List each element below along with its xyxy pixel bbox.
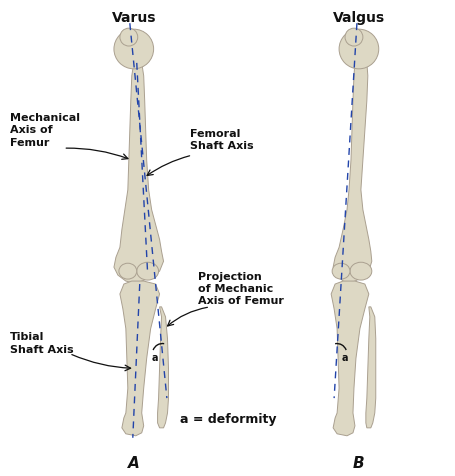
Text: A: A — [127, 456, 139, 471]
Text: Projection
of Mechanic
Axis of Femur: Projection of Mechanic Axis of Femur — [198, 272, 283, 307]
Text: a: a — [341, 353, 347, 363]
Circle shape — [339, 29, 378, 69]
Text: B: B — [352, 456, 364, 471]
Text: a = deformity: a = deformity — [179, 413, 276, 426]
Text: a: a — [151, 353, 157, 363]
Text: Varus: Varus — [111, 11, 156, 25]
Ellipse shape — [136, 262, 158, 280]
Circle shape — [114, 29, 153, 69]
Polygon shape — [330, 281, 368, 436]
Polygon shape — [157, 307, 168, 428]
Circle shape — [120, 28, 137, 46]
Polygon shape — [114, 63, 163, 283]
Ellipse shape — [331, 263, 349, 279]
Polygon shape — [365, 307, 375, 428]
Circle shape — [344, 28, 362, 46]
Ellipse shape — [349, 262, 371, 280]
Ellipse shape — [119, 263, 136, 279]
Polygon shape — [333, 63, 371, 283]
Text: Valgus: Valgus — [332, 11, 384, 25]
Text: Tibial
Shaft Axis: Tibial Shaft Axis — [10, 332, 73, 355]
Polygon shape — [120, 281, 159, 436]
Text: Mechanical
Axis of
Femur: Mechanical Axis of Femur — [10, 113, 80, 148]
Text: Femoral
Shaft Axis: Femoral Shaft Axis — [190, 129, 253, 151]
